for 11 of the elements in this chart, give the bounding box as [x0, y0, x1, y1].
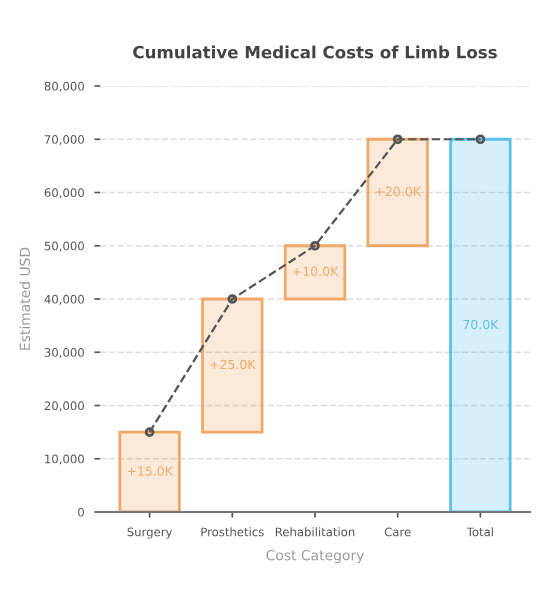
bar [449, 137, 512, 512]
bar [118, 430, 181, 512]
chart-title: Cumulative Medical Costs of Limb Loss [133, 45, 497, 59]
point [144, 427, 155, 437]
point [475, 134, 486, 145]
bar [366, 137, 429, 248]
point [392, 134, 403, 145]
bar [283, 244, 347, 301]
point [227, 294, 238, 304]
bar [201, 297, 264, 434]
point [310, 240, 320, 251]
